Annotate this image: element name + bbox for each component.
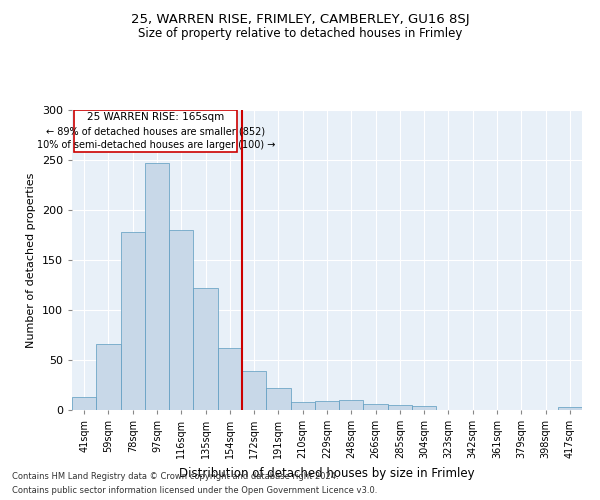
Bar xyxy=(218,348,242,410)
Text: Contains HM Land Registry data © Crown copyright and database right 2024.: Contains HM Land Registry data © Crown c… xyxy=(12,472,338,481)
Bar xyxy=(193,288,218,410)
Bar xyxy=(242,371,266,410)
Text: 10% of semi-detached houses are larger (100) →: 10% of semi-detached houses are larger (… xyxy=(37,140,275,150)
Bar xyxy=(121,232,145,410)
Text: Size of property relative to detached houses in Frimley: Size of property relative to detached ho… xyxy=(138,28,462,40)
Text: 25 WARREN RISE: 165sqm: 25 WARREN RISE: 165sqm xyxy=(87,112,224,122)
Y-axis label: Number of detached properties: Number of detached properties xyxy=(26,172,36,348)
Bar xyxy=(364,404,388,410)
Bar xyxy=(266,388,290,410)
Text: ← 89% of detached houses are smaller (852): ← 89% of detached houses are smaller (85… xyxy=(46,126,265,136)
Bar xyxy=(169,230,193,410)
Bar xyxy=(388,405,412,410)
Text: 25, WARREN RISE, FRIMLEY, CAMBERLEY, GU16 8SJ: 25, WARREN RISE, FRIMLEY, CAMBERLEY, GU1… xyxy=(131,12,469,26)
Bar xyxy=(145,163,169,410)
Bar xyxy=(412,406,436,410)
Text: Contains public sector information licensed under the Open Government Licence v3: Contains public sector information licen… xyxy=(12,486,377,495)
Bar xyxy=(96,344,121,410)
X-axis label: Distribution of detached houses by size in Frimley: Distribution of detached houses by size … xyxy=(179,466,475,479)
Bar xyxy=(315,401,339,410)
Bar xyxy=(558,407,582,410)
Bar xyxy=(339,400,364,410)
Bar xyxy=(72,397,96,410)
Bar xyxy=(74,110,237,152)
Bar xyxy=(290,402,315,410)
